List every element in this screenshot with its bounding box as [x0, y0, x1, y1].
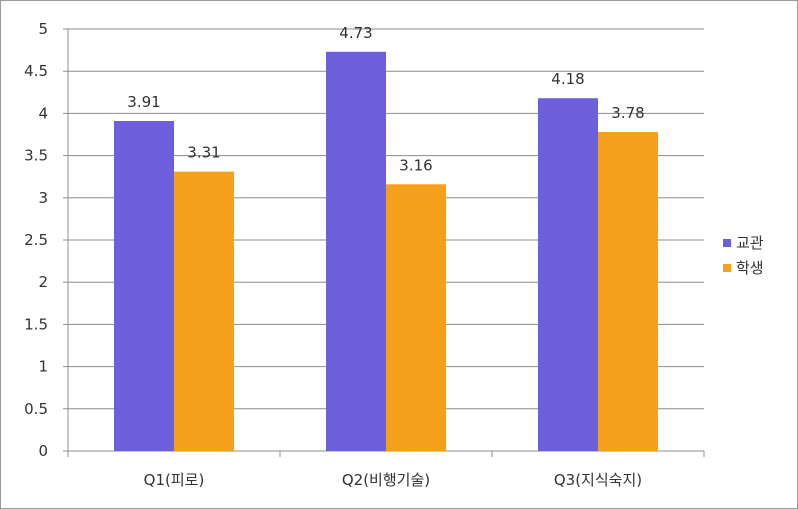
bar	[386, 184, 446, 451]
y-tick-label: 4	[38, 104, 48, 122]
data-labels: 3.91 3.31 4.73 3.16 4.18 3.78	[127, 24, 644, 175]
y-tick-label: 5	[38, 20, 48, 38]
data-label: 3.31	[187, 144, 220, 162]
y-tick-label: 3	[38, 189, 48, 207]
x-tick-label: Q3(지식숙지)	[554, 471, 642, 489]
y-tick-label: 1.5	[24, 315, 48, 333]
axes: 0 0.5 1 1.5 2 2.5 3 3.5 4 4.5 5 Q1(피로) Q2(비행기술) Q3(지식…	[24, 20, 705, 489]
x-tick-label: Q1(피로)	[144, 471, 205, 489]
bar	[326, 51, 386, 452]
data-label: 3.91	[127, 93, 160, 111]
legend-swatch	[723, 239, 731, 247]
legend-swatch	[723, 264, 731, 272]
bar	[598, 131, 658, 451]
y-tick-label: 1	[38, 358, 48, 376]
y-tick-label: 2.5	[24, 231, 48, 249]
y-tick-label: 3.5	[24, 147, 48, 165]
data-label: 4.18	[551, 70, 584, 88]
legend-label: 교관	[736, 234, 764, 252]
y-tick-label: 2	[38, 273, 48, 291]
bar	[538, 98, 598, 451]
bar	[114, 120, 174, 451]
bars	[114, 51, 658, 452]
y-tick-label: 0.5	[24, 400, 48, 418]
x-tick-label: Q2(비행기술)	[342, 471, 430, 489]
y-tick-label: 4.5	[24, 62, 48, 80]
data-label: 4.73	[339, 24, 372, 42]
y-tick-label: 0	[38, 442, 48, 460]
legend-label: 학생	[736, 259, 764, 277]
data-label: 3.78	[611, 104, 644, 122]
data-label: 3.16	[399, 156, 432, 174]
bar	[174, 171, 234, 452]
